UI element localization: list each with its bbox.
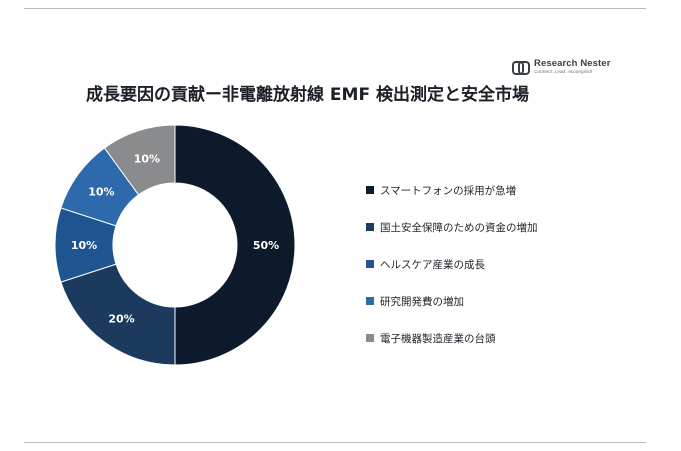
legend-swatch (366, 223, 374, 231)
brand-name: Research Nester (534, 58, 611, 69)
donut-chart: 50% 20% 10% 10% 10% (54, 124, 296, 366)
donut-slice (174, 124, 296, 366)
bottom-divider (24, 442, 646, 443)
donut-slice-label: 10% (88, 186, 114, 199)
legend-label: スマートフォンの採用が急増 (380, 185, 517, 197)
legend-swatch (366, 297, 374, 305)
legend-label: 研究開発費の増加 (380, 296, 464, 308)
legend-swatch (366, 186, 374, 194)
legend-swatch (366, 260, 374, 268)
donut-slice (103, 124, 176, 196)
research-nester-logo-icon (512, 61, 530, 75)
legend-swatch (366, 334, 374, 342)
legend-label: 国土安全保障のための資金の増加 (380, 222, 538, 234)
top-divider (24, 8, 646, 9)
brand-logo: Research Nester Connect. Lead. Accomplis… (512, 58, 622, 80)
legend-label: 電子機器製造産業の台頭 (380, 333, 496, 345)
donut-slice-label: 10% (71, 239, 97, 252)
chart-title: 成長要因の貢献ー非電離放射線 EMF 検出測定と安全市場 (86, 85, 529, 105)
donut-slice-label: 20% (108, 313, 134, 326)
donut-slice (60, 263, 176, 366)
donut-slice-label: 10% (134, 152, 160, 165)
brand-tagline: Connect. Lead. Accomplish (534, 70, 593, 75)
legend-label: ヘルスケア産業の成長 (380, 259, 485, 271)
donut-slice-label: 50% (253, 239, 279, 252)
